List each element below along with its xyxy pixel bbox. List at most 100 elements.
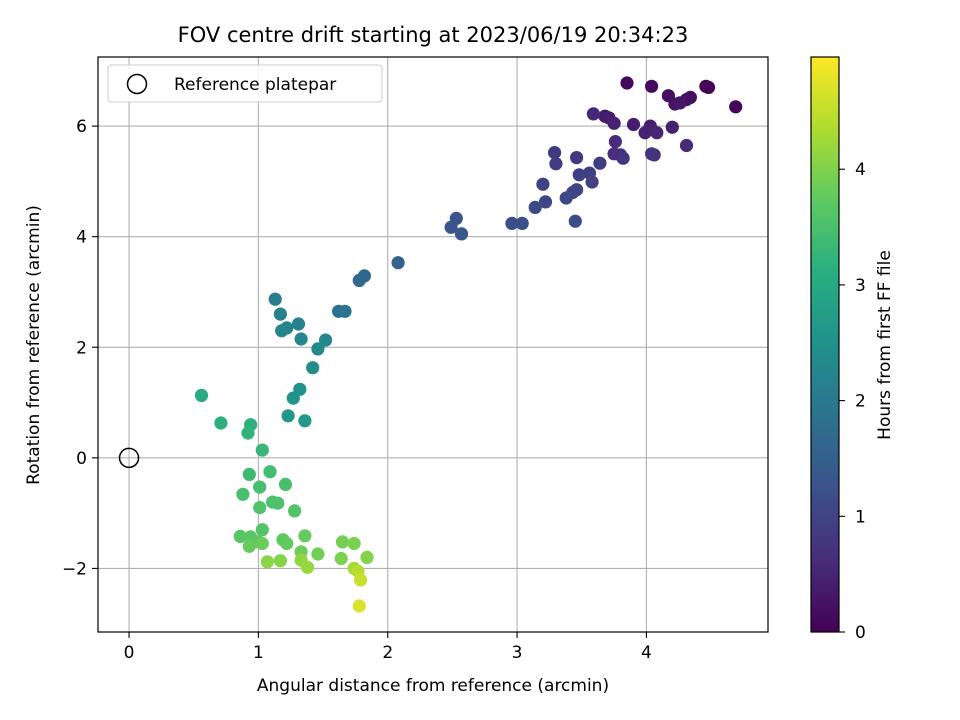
y-tick-label: 2 <box>76 338 87 358</box>
data-point <box>253 501 267 515</box>
x-axis-ticks: 0 1 2 3 4 <box>124 632 652 663</box>
data-point <box>280 536 294 551</box>
data-point <box>616 151 630 165</box>
x-tick-label: 1 <box>253 643 264 663</box>
data-point <box>354 573 368 587</box>
data-point <box>338 304 352 318</box>
data-point <box>701 80 716 94</box>
data-point <box>286 391 300 405</box>
x-tick-label: 0 <box>124 643 135 663</box>
legend-entry-label: Reference platepar <box>174 75 336 95</box>
colorbar-tick-label: 1 <box>855 507 866 527</box>
plot-frame <box>97 56 769 633</box>
data-point <box>194 388 209 402</box>
data-point <box>311 342 325 356</box>
data-point <box>319 333 333 347</box>
colorbar-tick-label: 2 <box>855 392 866 412</box>
y-axis-label: Rotation from reference (arcmin) <box>24 205 44 485</box>
data-point <box>572 168 586 182</box>
colorbar-gradient <box>810 56 840 633</box>
data-point <box>568 214 582 228</box>
legend-box <box>107 64 383 103</box>
data-point <box>288 504 302 518</box>
data-point <box>334 551 348 566</box>
data-point <box>647 148 661 162</box>
data-point <box>638 126 652 140</box>
data-point <box>593 156 607 170</box>
data-point <box>729 100 743 114</box>
data-point <box>260 555 274 569</box>
y-axis-ticks: −2 0 2 4 6 <box>62 117 98 579</box>
data-point <box>665 120 679 134</box>
data-point <box>281 409 295 423</box>
data-point <box>306 361 320 375</box>
data-point <box>275 324 289 338</box>
data-point <box>607 116 621 130</box>
data-point <box>548 146 562 160</box>
data-point <box>505 216 519 230</box>
data-point <box>391 256 405 270</box>
data-point <box>273 307 287 321</box>
data-point <box>536 177 550 191</box>
x-tick-label: 4 <box>641 643 652 663</box>
y-tick-label: −2 <box>62 559 87 579</box>
colorbar-tick-label: 3 <box>855 276 866 296</box>
data-point <box>645 79 659 93</box>
data-point <box>214 416 228 430</box>
data-point <box>538 195 553 209</box>
reference-platepar-marker <box>118 447 140 469</box>
data-point <box>360 550 374 565</box>
data-point <box>454 227 469 241</box>
data-point <box>620 76 634 90</box>
data-point <box>626 117 641 132</box>
colorbar-tick-label: 0 <box>855 623 866 643</box>
scatter-points <box>194 76 743 613</box>
data-point <box>294 332 308 346</box>
data-point <box>311 547 325 561</box>
data-point <box>298 529 312 543</box>
data-point <box>335 535 350 549</box>
data-point <box>255 443 269 457</box>
data-point <box>586 107 601 121</box>
data-point <box>298 414 312 428</box>
data-point <box>559 191 573 205</box>
y-tick-label: 6 <box>76 117 87 137</box>
data-point <box>241 426 255 440</box>
data-point <box>255 523 269 537</box>
data-point <box>549 157 563 171</box>
colorbar-tick-label: 4 <box>855 160 866 180</box>
data-point <box>242 467 256 481</box>
data-point <box>673 96 687 110</box>
chart-title: FOV centre drift starting at 2023/06/19 … <box>178 23 689 47</box>
data-point <box>263 465 277 479</box>
data-point <box>242 539 256 553</box>
data-point <box>278 477 293 491</box>
colorbar-ticks: 0 1 2 3 4 <box>839 160 866 643</box>
data-point <box>300 560 315 574</box>
data-point <box>444 220 458 234</box>
data-point <box>515 216 529 230</box>
data-point <box>233 529 247 544</box>
colorbar: 0 1 2 3 4 Hours from first FF file <box>810 56 895 643</box>
data-point <box>268 292 282 306</box>
data-point <box>255 536 269 551</box>
y-tick-label: 4 <box>76 228 87 248</box>
x-axis-label: Angular distance from reference (arcmin) <box>257 676 609 696</box>
plot-area <box>98 57 768 632</box>
data-point <box>291 317 306 331</box>
data-point <box>650 126 664 140</box>
data-point <box>236 487 250 501</box>
legend-reference-marker <box>126 73 148 95</box>
colorbar-label: Hours from first FF file <box>875 250 895 440</box>
data-point <box>352 273 366 287</box>
data-point <box>347 536 361 551</box>
data-point <box>608 135 623 149</box>
data-point <box>528 200 542 214</box>
data-point <box>679 138 694 153</box>
x-tick-label: 3 <box>512 643 523 663</box>
data-point <box>585 175 599 189</box>
data-point <box>570 151 584 165</box>
data-point <box>253 480 267 494</box>
legend: Reference platepar <box>107 64 383 103</box>
